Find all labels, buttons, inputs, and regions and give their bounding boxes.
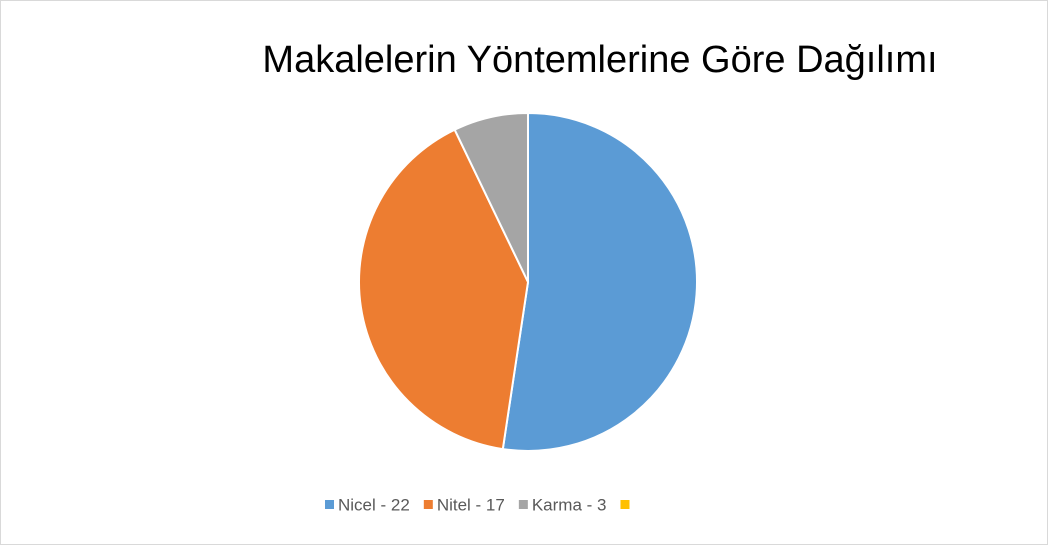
legend-swatch xyxy=(423,500,433,509)
legend-label: Karma - 3 xyxy=(532,495,607,514)
legend-label: Nicel - 22 xyxy=(338,495,410,514)
chart-title: Makalelerin Yöntemlerine Göre Dağılımı xyxy=(262,39,937,81)
legend-swatch xyxy=(325,500,334,509)
legend-swatch xyxy=(518,500,528,509)
legend-swatch xyxy=(620,500,630,509)
pie-slice xyxy=(358,128,530,451)
legend-label: Nitel - 17 xyxy=(437,495,505,514)
pie-slice xyxy=(501,111,698,452)
